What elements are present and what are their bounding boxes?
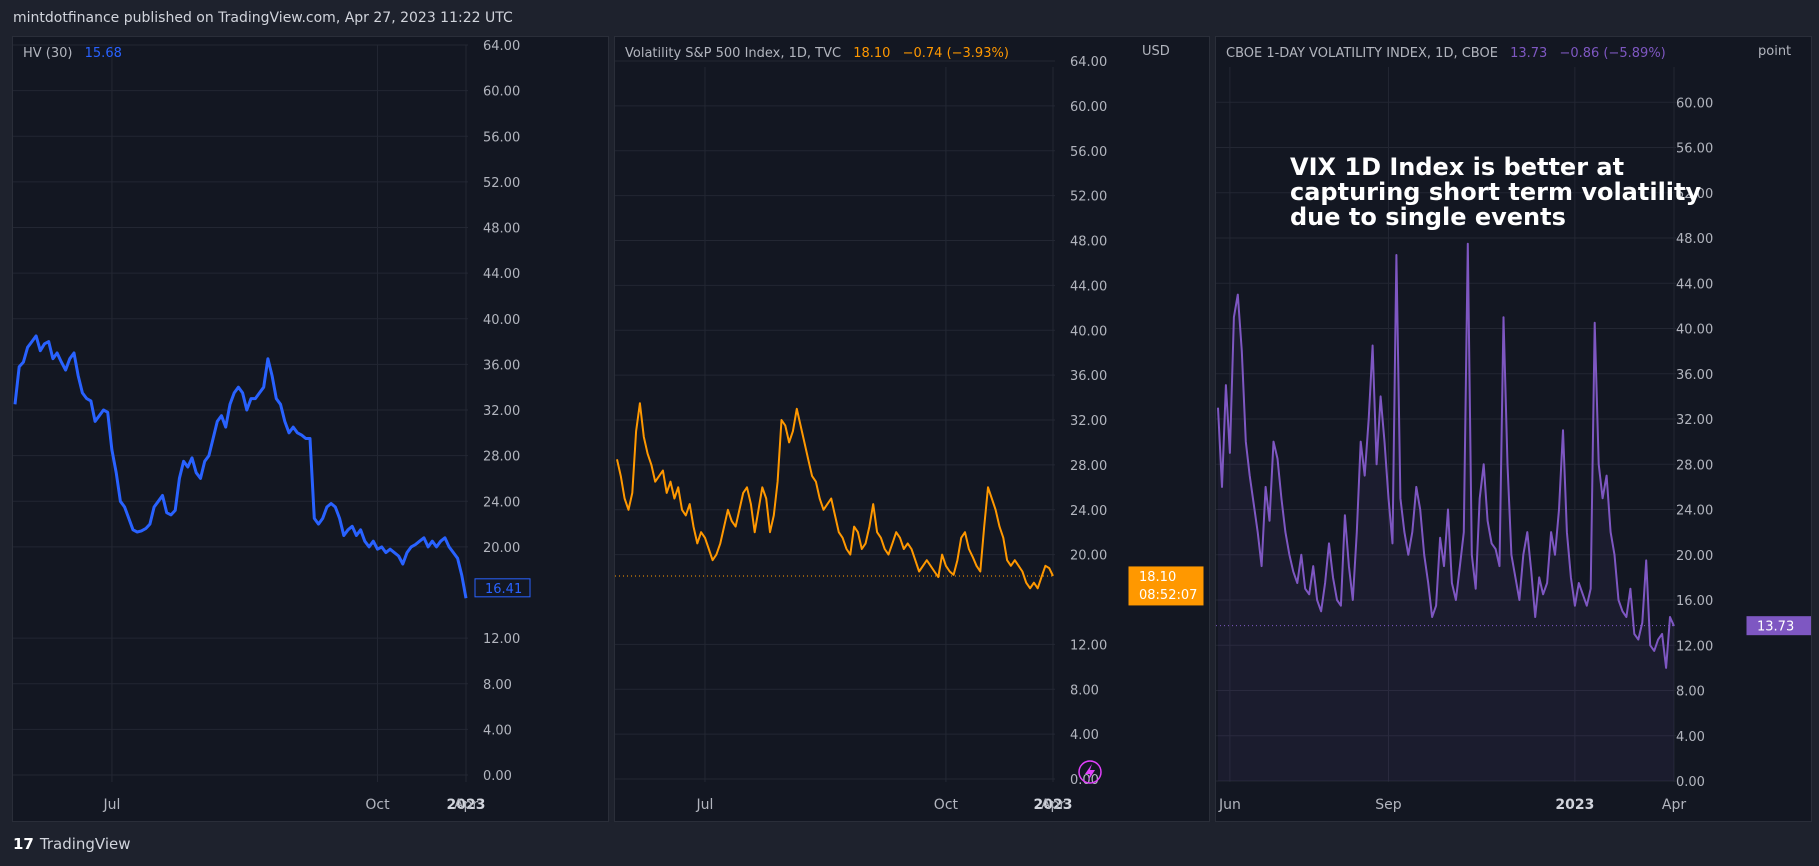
y-tick-label: 32.00 <box>1070 414 1107 429</box>
y-tick-label: 24.00 <box>1676 504 1713 519</box>
y-tick-label: 52.00 <box>483 176 520 191</box>
y-tick-label: 52.00 <box>1070 190 1107 205</box>
vix-chart-svg[interactable]: 64.00 60.00 56.00 52.00 48.00 44.00 40.00 36.00… <box>615 37 1210 822</box>
vix1d-chart-svg[interactable]: 60.00 56.00 52.00 48.00 44.00 40.00 36.00 32.00… <box>1216 37 1812 822</box>
y-tick-label: 0.00 <box>1070 773 1099 788</box>
last-value-badge <box>474 578 531 598</box>
series-line[interactable] <box>616 402 1054 590</box>
x-tick-label: 2023 <box>1555 797 1594 813</box>
y-tick-label: 8.00 <box>1070 683 1099 698</box>
y-tick-label: 16.00 <box>1676 594 1713 609</box>
last-value-badge-text: 16.41 <box>485 582 522 597</box>
y-tick-label: 20.00 <box>1676 549 1713 564</box>
y-tick-label: 48.00 <box>483 222 520 237</box>
hv-legend-name: HV (30) <box>23 46 73 61</box>
vix1d-legend-change: −0.86 (−5.89%) <box>1559 46 1666 61</box>
y-tick-label: 20.00 <box>483 541 520 556</box>
x-tick-label: Apr <box>1041 797 1065 813</box>
vix1d-legend-value: 13.73 <box>1510 46 1548 61</box>
y-tick-label: 60.00 <box>1676 96 1713 111</box>
last-value-badge-text: 18.10 <box>1139 570 1176 585</box>
y-tick-label: 4.00 <box>1070 728 1099 743</box>
y-tick-label: 64.00 <box>1070 55 1107 70</box>
y-tick-label: 24.00 <box>1070 504 1107 519</box>
y-tick-label: 8.00 <box>483 678 512 693</box>
vix-legend-name: Volatility S&P 500 Index, 1D, TVC <box>625 46 842 61</box>
x-tick-label: Oct <box>934 797 959 813</box>
y-tick-label: 64.00 <box>483 39 520 54</box>
x-tick-label: Jul <box>102 797 120 813</box>
y-tick-label: 8.00 <box>1676 685 1705 700</box>
lightning-bolt-icon <box>1085 764 1095 781</box>
y-tick-label: 28.00 <box>1070 459 1107 474</box>
y-tick-label: 48.00 <box>1676 232 1713 247</box>
x-tick-label: Apr <box>454 797 478 813</box>
footer-brand[interactable]: 17 TradingView <box>13 835 131 853</box>
y-tick-label: 32.00 <box>1676 413 1713 428</box>
y-tick-label: 28.00 <box>483 450 520 465</box>
x-tick-label: Jul <box>696 797 714 813</box>
vix1d-legend-name: CBOE 1-DAY VOLATILITY INDEX, 1D, CBOE <box>1226 46 1498 61</box>
y-tick-label: 56.00 <box>1070 145 1107 160</box>
x-tick-label: Sep <box>1375 797 1402 813</box>
y-tick-label: 56.00 <box>1676 142 1713 157</box>
y-tick-label: 44.00 <box>1676 277 1713 292</box>
y-tick-label: 12.00 <box>483 632 520 647</box>
chart-panel-vix[interactable]: 64.00 60.00 56.00 52.00 48.00 44.00 40.00 36.00… <box>614 36 1210 822</box>
x-tick-label: Jun <box>1218 797 1241 813</box>
footer-brand-label: TradingView <box>39 835 131 853</box>
y-tick-label: 0.00 <box>483 769 512 784</box>
series-line[interactable] <box>13 334 468 599</box>
series-area-fill <box>1218 243 1674 781</box>
y-tick-label: 36.00 <box>1070 369 1107 384</box>
chart-panel-hv[interactable]: 64.00 60.00 56.00 52.00 48.00 44.00 40.00 36.00… <box>12 36 609 822</box>
y-tick-label: 52.00 <box>1676 187 1713 202</box>
y-tick-label: 12.00 <box>1676 639 1713 654</box>
x-tick-label: 2023 <box>447 797 486 813</box>
y-tick-label: 20.00 <box>1070 549 1107 564</box>
y-tick-label: 44.00 <box>1070 279 1107 294</box>
vix-legend-value: 18.10 <box>853 46 891 61</box>
publisher-header: mintdotfinance published on TradingView.… <box>13 10 513 26</box>
last-value-badge <box>1128 566 1204 606</box>
vix1d-unit-label: point <box>1758 44 1792 59</box>
lightning-icon[interactable] <box>1078 760 1102 784</box>
y-tick-label: 24.00 <box>483 495 520 510</box>
vix1d-annotation: VIX 1D Index is better at capturing shor… <box>1290 153 1702 231</box>
x-tick-label: Apr <box>1662 797 1686 813</box>
y-tick-label: 40.00 <box>1070 324 1107 339</box>
y-tick-label: 28.00 <box>1676 458 1713 473</box>
y-tick-label: 40.00 <box>483 313 520 328</box>
countdown-text: 08:52:07 <box>1139 588 1197 603</box>
tradingview-logo-icon: 17 <box>13 835 34 853</box>
y-tick-label: 36.00 <box>483 358 520 373</box>
y-tick-label: 48.00 <box>1070 235 1107 250</box>
y-tick-label: 0.00 <box>1676 775 1705 790</box>
hv-legend-value: 15.68 <box>84 46 122 61</box>
x-tick-label: Oct <box>365 797 390 813</box>
y-tick-label: 40.00 <box>1676 323 1713 338</box>
series-line[interactable] <box>1217 242 1675 669</box>
y-tick-label: 44.00 <box>483 267 520 282</box>
last-value-badge-text: 13.73 <box>1757 620 1794 635</box>
y-tick-label: 32.00 <box>483 404 520 419</box>
y-tick-label: 4.00 <box>483 723 512 738</box>
x-tick-label: 2023 <box>1034 797 1073 813</box>
hv-chart-svg[interactable]: 64.00 60.00 56.00 52.00 48.00 44.00 40.00 36.00… <box>13 37 609 822</box>
vix-legend: Volatility S&P 500 Index, 1D, TVC 18.10 … <box>625 46 1009 61</box>
y-tick-label: 60.00 <box>1070 100 1107 115</box>
chart-panel-vix1d[interactable]: 60.00 56.00 52.00 48.00 44.00 40.00 36.00 32.00… <box>1215 36 1812 822</box>
y-tick-label: 36.00 <box>1676 368 1713 383</box>
vix-unit-label: USD <box>1142 44 1170 59</box>
y-tick-label: 60.00 <box>483 85 520 100</box>
vix-legend-change: −0.74 (−3.93%) <box>902 46 1009 61</box>
y-tick-label: 4.00 <box>1676 730 1705 745</box>
y-tick-label: 56.00 <box>483 130 520 145</box>
y-tick-label: 12.00 <box>1070 638 1107 653</box>
vix1d-legend: CBOE 1-DAY VOLATILITY INDEX, 1D, CBOE 13… <box>1226 46 1666 61</box>
last-value-badge <box>1746 616 1811 636</box>
hv-legend: HV (30) 15.68 <box>23 46 122 61</box>
